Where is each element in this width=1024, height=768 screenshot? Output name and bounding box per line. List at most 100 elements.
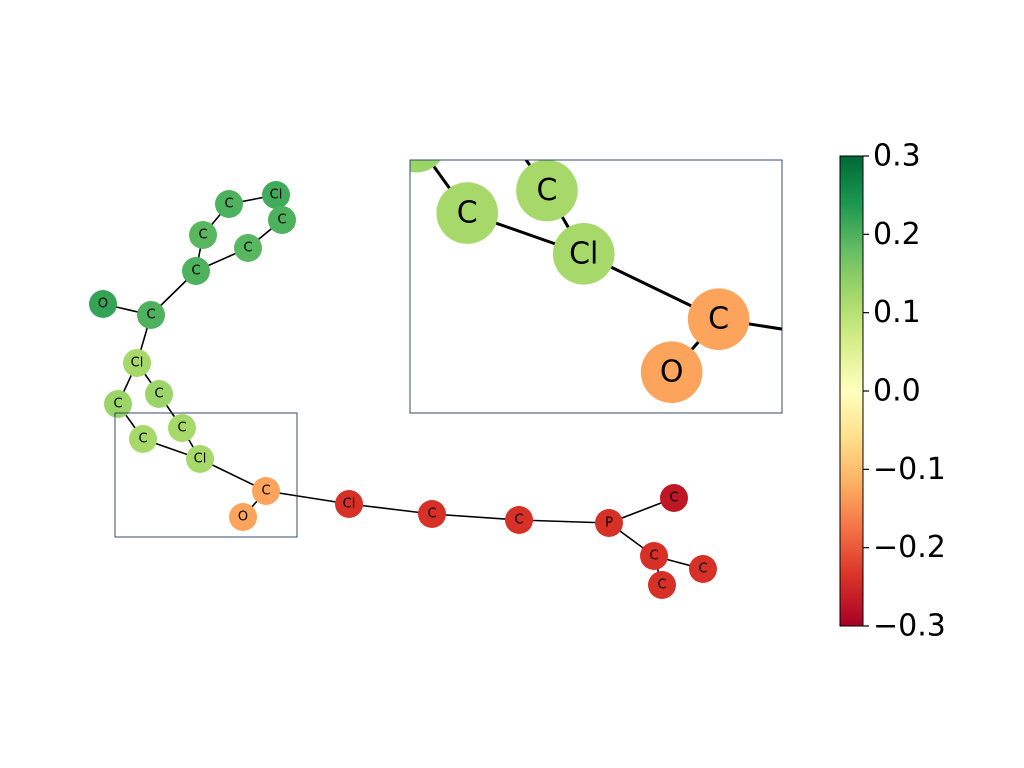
atom-node-n13: C	[168, 414, 196, 442]
colorbar-tick-label-1: 0.2	[873, 217, 921, 252]
edge-n15-n17	[265, 490, 350, 505]
atom-circle-n4	[189, 221, 217, 249]
atom-label-n10: C	[113, 397, 122, 412]
atom-node-n20: P	[595, 509, 623, 537]
inset-edge-n2-n9	[455, 0, 484, 58]
colorbar-tick-label-6: −0.3	[873, 609, 946, 644]
inset-edge-n9-n10	[416, 58, 455, 142]
inset-atom-circle-n14	[552, 223, 615, 285]
atom-label-n8: C	[243, 241, 252, 256]
atom-node-n8: C	[234, 234, 262, 262]
inset-atom-label-n13: C	[536, 173, 557, 208]
inset-atom-node-n12: C	[436, 182, 499, 244]
atom-node-n17: Cl	[335, 490, 363, 518]
inset-atom-circle-n16	[640, 341, 703, 403]
inset-atom-label-n10: C	[406, 124, 427, 159]
edge-n19-n20	[518, 519, 610, 524]
atom-circle-n12	[129, 425, 157, 453]
atom-label-n1: O	[98, 297, 108, 312]
inset-atom-node-n11: C	[469, 90, 531, 152]
inset-atom-circle-n13	[516, 160, 578, 222]
colorbar-tick-label-3: 0.0	[873, 374, 921, 409]
atom-label-n3: C	[191, 264, 200, 279]
colorbar-tick-label-0: 0.3	[873, 139, 921, 174]
inset-atom-label-n14: Cl	[569, 236, 598, 271]
colorbar-ticks: 0.3 0.2 0.1 0.0 −0.1 −0.2 −0.3	[863, 139, 946, 644]
atom-circle-n5	[215, 190, 243, 218]
atom-node-n12: C	[129, 425, 157, 453]
colorbar-gradient	[839, 155, 864, 627]
atom-circle-n20	[595, 509, 623, 537]
inset-atom-node-n15: C	[687, 288, 750, 350]
atom-label-n13: C	[177, 421, 186, 436]
atom-node-n21: C	[660, 484, 688, 512]
atom-circle-n19	[505, 506, 533, 534]
colorbar-tick-label-2: 0.1	[873, 295, 921, 330]
atom-label-n17: Cl	[343, 497, 356, 512]
atom-circle-n10	[104, 390, 132, 418]
inset-atom-node-n13: C	[516, 160, 578, 222]
edge-n18-n19	[431, 513, 520, 521]
inset-atom-label-n12: C	[457, 196, 478, 231]
atom-label-n22: C	[649, 549, 658, 564]
inset-atom-label-n9: Cl	[440, 40, 469, 75]
atom-node-n2: C	[137, 301, 165, 329]
atom-circle-n21	[660, 484, 688, 512]
atom-node-n1: O	[89, 290, 117, 318]
inset-atom-label-n16: O	[660, 355, 684, 390]
atom-node-n11: C	[145, 380, 173, 408]
inset-atom-node-n14: Cl	[552, 223, 615, 285]
atom-circle-n2	[137, 301, 165, 329]
atom-circle-n17	[335, 490, 363, 518]
atom-circle-n22	[640, 542, 668, 570]
atom-label-n12: C	[138, 432, 147, 447]
inset-atom-circle-n11	[469, 90, 531, 152]
inset-atom-circle-n9	[424, 27, 486, 89]
atom-node-n23: C	[648, 571, 676, 599]
atom-label-n16: O	[238, 510, 248, 525]
atom-label-n5: C	[224, 197, 233, 212]
atom-circle-n13	[168, 414, 196, 442]
atom-circle-n18	[418, 500, 446, 528]
atom-circle-n14	[186, 445, 214, 473]
atom-node-n15: C	[252, 477, 280, 505]
atom-label-n4: C	[198, 228, 207, 243]
inset-atom-circle-n10	[410, 160, 441, 173]
atom-node-n7: C	[268, 206, 296, 234]
inset-atom-node-n16: O	[640, 341, 703, 403]
inset-atom-circle-n15	[687, 288, 750, 350]
atom-label-n6: Cl	[270, 188, 283, 203]
colorbar-tick-label-4: −0.1	[873, 452, 946, 487]
atom-node-n22: C	[640, 542, 668, 570]
atom-label-n11: C	[154, 387, 163, 402]
colorbar: 0.3 0.2 0.1 0.0 −0.1 −0.2 −0.3	[839, 139, 946, 644]
atom-label-n21: C	[669, 491, 678, 506]
atom-circle-n15	[252, 477, 280, 505]
inset-atom-label-n15: C	[708, 302, 729, 337]
inset-atom-label-n17: Cl	[874, 328, 903, 363]
inset-atom-circle-n12	[436, 182, 499, 244]
atom-label-n23: C	[657, 578, 666, 593]
atom-node-n6: Cl	[262, 181, 290, 209]
inset-edge-n9-n11	[455, 58, 500, 121]
atom-node-n9: Cl	[123, 349, 151, 377]
atom-circle-n9	[123, 349, 151, 377]
atom-node-n18: C	[418, 500, 446, 528]
atom-node-n5: C	[215, 190, 243, 218]
atom-circle-n3	[182, 257, 210, 285]
atom-circle-n16	[229, 503, 257, 531]
atom-node-n16: O	[229, 503, 257, 531]
atom-node-n10: C	[104, 390, 132, 418]
atom-node-n4: C	[189, 221, 217, 249]
inset-atom-node-n9: Cl	[424, 27, 486, 89]
atom-label-n18: C	[427, 507, 436, 522]
atom-label-n9: Cl	[131, 356, 144, 371]
atom-label-n7: C	[277, 213, 286, 228]
atom-node-n14: Cl	[186, 445, 214, 473]
atom-label-n14: Cl	[194, 452, 207, 467]
